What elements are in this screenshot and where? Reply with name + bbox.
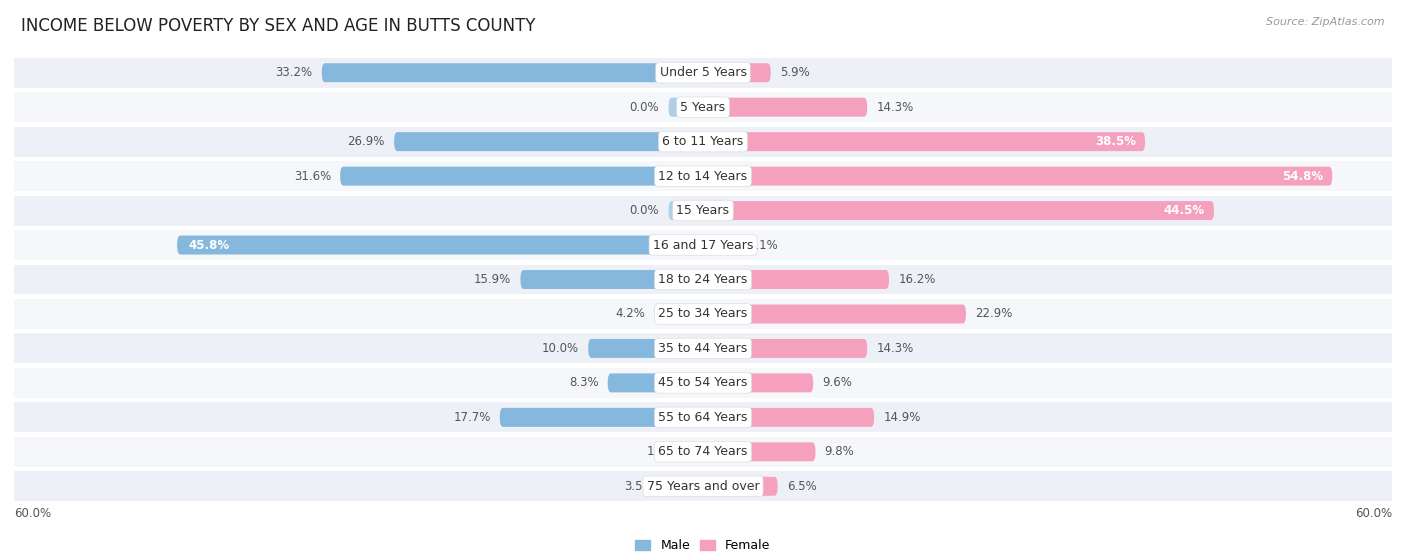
FancyBboxPatch shape	[14, 299, 1392, 329]
FancyBboxPatch shape	[703, 63, 770, 82]
FancyBboxPatch shape	[14, 333, 1392, 363]
FancyBboxPatch shape	[703, 132, 1144, 151]
FancyBboxPatch shape	[499, 408, 703, 427]
Text: 9.8%: 9.8%	[825, 446, 855, 458]
FancyBboxPatch shape	[669, 201, 703, 220]
Text: 54.8%: 54.8%	[1282, 169, 1323, 183]
FancyBboxPatch shape	[394, 132, 703, 151]
FancyBboxPatch shape	[14, 230, 1392, 260]
FancyBboxPatch shape	[669, 98, 703, 117]
FancyBboxPatch shape	[322, 63, 703, 82]
Text: Under 5 Years: Under 5 Years	[659, 66, 747, 79]
FancyBboxPatch shape	[703, 442, 815, 461]
Text: 14.3%: 14.3%	[876, 101, 914, 113]
FancyBboxPatch shape	[703, 167, 1333, 186]
FancyBboxPatch shape	[703, 98, 868, 117]
Text: 12 to 14 Years: 12 to 14 Years	[658, 169, 748, 183]
Text: 38.5%: 38.5%	[1095, 135, 1136, 148]
Text: 0.0%: 0.0%	[630, 204, 659, 217]
Text: 15.9%: 15.9%	[474, 273, 512, 286]
FancyBboxPatch shape	[14, 437, 1392, 467]
FancyBboxPatch shape	[655, 305, 703, 324]
Text: 1.5%: 1.5%	[647, 446, 676, 458]
FancyBboxPatch shape	[703, 477, 778, 496]
FancyBboxPatch shape	[607, 373, 703, 392]
Text: 60.0%: 60.0%	[1355, 507, 1392, 520]
Text: 44.5%: 44.5%	[1164, 204, 1205, 217]
FancyBboxPatch shape	[520, 270, 703, 289]
Text: 45.8%: 45.8%	[188, 239, 229, 252]
FancyBboxPatch shape	[703, 408, 875, 427]
Legend: Male, Female: Male, Female	[630, 534, 776, 557]
FancyBboxPatch shape	[686, 442, 703, 461]
FancyBboxPatch shape	[340, 167, 703, 186]
Text: 6.5%: 6.5%	[787, 480, 817, 493]
FancyBboxPatch shape	[662, 477, 703, 496]
Text: 4.2%: 4.2%	[616, 307, 645, 320]
FancyBboxPatch shape	[14, 58, 1392, 88]
Text: 15 Years: 15 Years	[676, 204, 730, 217]
Text: 3.5%: 3.5%	[624, 480, 654, 493]
FancyBboxPatch shape	[14, 368, 1392, 398]
Text: 8.3%: 8.3%	[569, 376, 599, 390]
FancyBboxPatch shape	[14, 161, 1392, 191]
FancyBboxPatch shape	[14, 196, 1392, 226]
Text: 3.1%: 3.1%	[748, 239, 778, 252]
FancyBboxPatch shape	[14, 92, 1392, 122]
Text: 25 to 34 Years: 25 to 34 Years	[658, 307, 748, 320]
Text: 17.7%: 17.7%	[453, 411, 491, 424]
Text: 55 to 64 Years: 55 to 64 Years	[658, 411, 748, 424]
Text: 16 and 17 Years: 16 and 17 Years	[652, 239, 754, 252]
Text: 65 to 74 Years: 65 to 74 Years	[658, 446, 748, 458]
Text: 22.9%: 22.9%	[976, 307, 1012, 320]
Text: 16.2%: 16.2%	[898, 273, 935, 286]
FancyBboxPatch shape	[14, 402, 1392, 432]
FancyBboxPatch shape	[703, 201, 1213, 220]
Text: 75 Years and over: 75 Years and over	[647, 480, 759, 493]
Text: 5 Years: 5 Years	[681, 101, 725, 113]
Text: 45 to 54 Years: 45 to 54 Years	[658, 376, 748, 390]
Text: 26.9%: 26.9%	[347, 135, 385, 148]
FancyBboxPatch shape	[703, 270, 889, 289]
Text: Source: ZipAtlas.com: Source: ZipAtlas.com	[1267, 17, 1385, 27]
FancyBboxPatch shape	[703, 373, 813, 392]
Text: 14.9%: 14.9%	[883, 411, 921, 424]
Text: 18 to 24 Years: 18 to 24 Years	[658, 273, 748, 286]
Text: 0.0%: 0.0%	[630, 101, 659, 113]
Text: 10.0%: 10.0%	[541, 342, 579, 355]
FancyBboxPatch shape	[14, 264, 1392, 295]
FancyBboxPatch shape	[14, 471, 1392, 501]
Text: 9.6%: 9.6%	[823, 376, 852, 390]
Text: 14.3%: 14.3%	[876, 342, 914, 355]
Text: INCOME BELOW POVERTY BY SEX AND AGE IN BUTTS COUNTY: INCOME BELOW POVERTY BY SEX AND AGE IN B…	[21, 17, 536, 35]
Text: 33.2%: 33.2%	[276, 66, 312, 79]
FancyBboxPatch shape	[703, 305, 966, 324]
Text: 5.9%: 5.9%	[780, 66, 810, 79]
Text: 60.0%: 60.0%	[14, 507, 51, 520]
Text: 31.6%: 31.6%	[294, 169, 330, 183]
Text: 35 to 44 Years: 35 to 44 Years	[658, 342, 748, 355]
FancyBboxPatch shape	[14, 127, 1392, 157]
FancyBboxPatch shape	[588, 339, 703, 358]
FancyBboxPatch shape	[703, 235, 738, 254]
FancyBboxPatch shape	[703, 339, 868, 358]
Text: 6 to 11 Years: 6 to 11 Years	[662, 135, 744, 148]
FancyBboxPatch shape	[177, 235, 703, 254]
